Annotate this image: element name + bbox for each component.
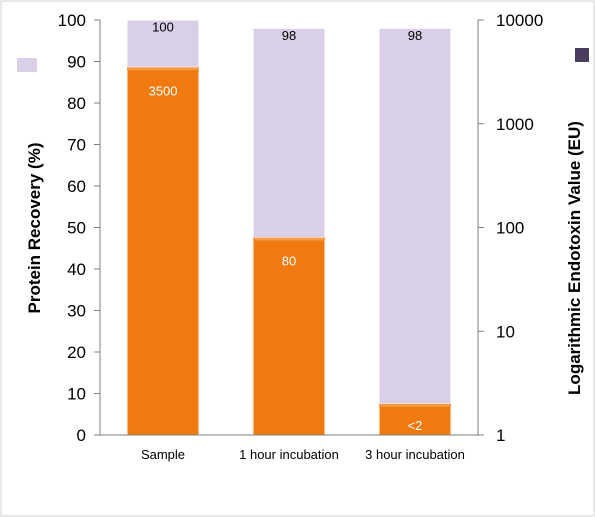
data-label-endotoxin: 80 — [282, 254, 296, 269]
y-tick-label: 20 — [67, 343, 86, 362]
x-tick-label: 3 hour incubation — [365, 447, 465, 462]
y2-tick-label: 10 — [496, 322, 515, 341]
legend-swatch-right — [575, 48, 589, 62]
data-label-protein: 98 — [408, 28, 422, 43]
y-tick-label: 30 — [67, 302, 86, 321]
bars — [126, 19, 452, 436]
x-tick-label: 1 hour incubation — [239, 447, 339, 462]
y-tick-label: 50 — [67, 219, 86, 238]
data-label-protein: 100 — [152, 20, 174, 35]
y2-tick-label: 100 — [496, 219, 524, 238]
data-labels: 100 3500 98 80 98 <2 — [149, 20, 423, 433]
bar-endotoxin — [126, 66, 200, 436]
y-tick-label: 60 — [67, 177, 86, 196]
bar-protein-recovery — [378, 27, 452, 436]
bar-endotoxin-highlight — [127, 67, 199, 71]
data-label-protein: 98 — [282, 28, 296, 43]
bar-endotoxin — [252, 237, 326, 436]
y2-tick-label: 10000 — [496, 11, 543, 30]
y-tick-label: 0 — [77, 426, 86, 445]
y-tick-label: 70 — [67, 136, 86, 155]
y2-tick-label: 1000 — [496, 115, 534, 134]
y-tick-label: 80 — [67, 94, 86, 113]
axes: Sample 1 hour incubation 3 hour incubation… — [58, 11, 544, 462]
y-tick-label: 100 — [58, 11, 86, 30]
y2-axis-title: Logarithmic Endotoxin Value (EU) — [565, 121, 584, 395]
y-tick-label: 10 — [67, 385, 86, 404]
y-tick-label: 40 — [67, 260, 86, 279]
legend-swatch-left — [17, 58, 37, 72]
bar-endotoxin-highlight — [379, 403, 451, 407]
x-tick-label: Sample — [141, 447, 185, 462]
data-label-endotoxin: 3500 — [149, 83, 178, 98]
y-axis-title: Protein Recovery (%) — [25, 143, 44, 314]
y2-tick-label: 1 — [496, 426, 505, 445]
data-label-endotoxin: <2 — [408, 418, 423, 433]
y-tick-label: 90 — [67, 53, 86, 72]
bar-endotoxin-highlight — [253, 237, 325, 241]
